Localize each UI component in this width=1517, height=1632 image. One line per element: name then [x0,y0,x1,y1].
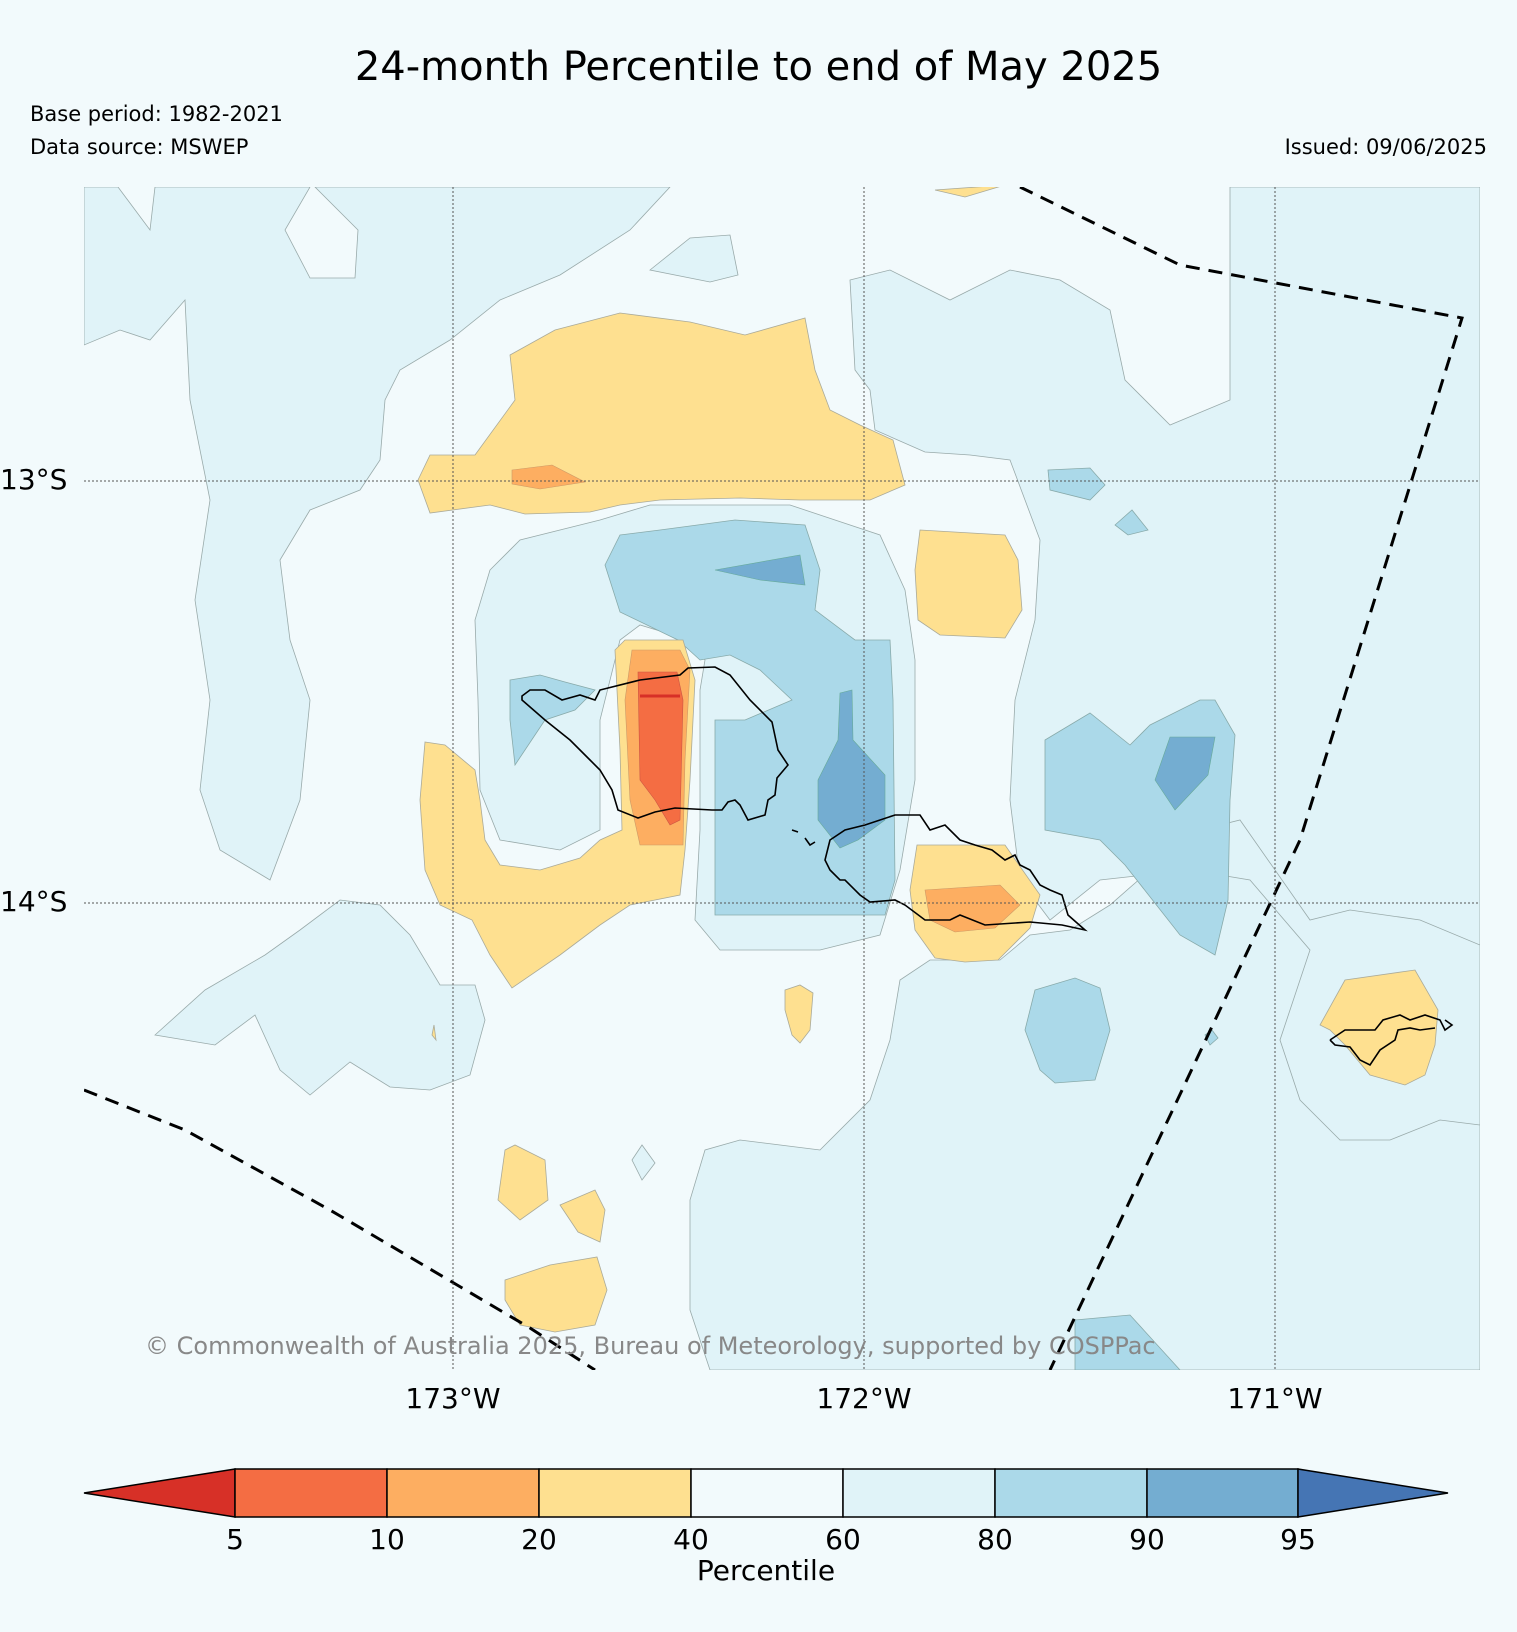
base-period: Base period: 1982-2021 [30,102,283,126]
island-outlines [521,666,1454,1067]
axis-labels: 13°S 14°S 173°W 172°W 171°W [0,463,1323,1415]
colorbar-60-80 [842,1468,996,1518]
colorbar-tick: 80 [977,1523,1013,1556]
colorbar-tick: 60 [825,1523,861,1556]
colorbar-40-60 [690,1468,844,1518]
colorbar-80-90 [994,1468,1148,1518]
colorbar: 5 10 20 40 60 80 90 95 Percentile [83,1468,1449,1587]
colorbar-10-20 [386,1468,540,1518]
colorbar-90-95 [1146,1468,1299,1518]
copyright-notice: © Commonwealth of Australia 2025, Bureau… [145,1332,1156,1360]
graticule [84,187,1480,1370]
data-source: Data source: MSWEP [30,135,249,159]
colorbar-tick: 90 [1129,1523,1165,1556]
colorbar-tick: 95 [1280,1523,1316,1556]
colorbar-tick: 10 [369,1523,405,1556]
region-5-10 [637,671,684,826]
maritime-boundary [84,187,1464,1370]
colorbar-gt95 [1297,1468,1449,1518]
colorbar-lt5 [83,1468,236,1518]
lon-label-172w: 172°W [816,1382,911,1415]
map-title: 24-month Percentile to end of May 2025 [354,44,1163,90]
map-plot-area: © Commonwealth of Australia 2025, Bureau… [84,187,1480,1370]
colorbar-20-40 [538,1468,692,1518]
lat-label-14s: 14°S [0,885,67,918]
colorbar-tick: 5 [226,1523,244,1556]
issued-date: Issued: 09/06/2025 [1284,135,1487,159]
colorbar-tick: 20 [521,1523,557,1556]
colorbar-label: Percentile [697,1554,835,1587]
region-90-95 [714,554,1216,849]
colorbar-5-10 [234,1468,388,1518]
lon-label-171w: 171°W [1227,1382,1322,1415]
colorbar-tick: 40 [673,1523,709,1556]
lat-label-13s: 13°S [0,463,67,496]
lon-label-173w: 173°W [405,1382,500,1415]
